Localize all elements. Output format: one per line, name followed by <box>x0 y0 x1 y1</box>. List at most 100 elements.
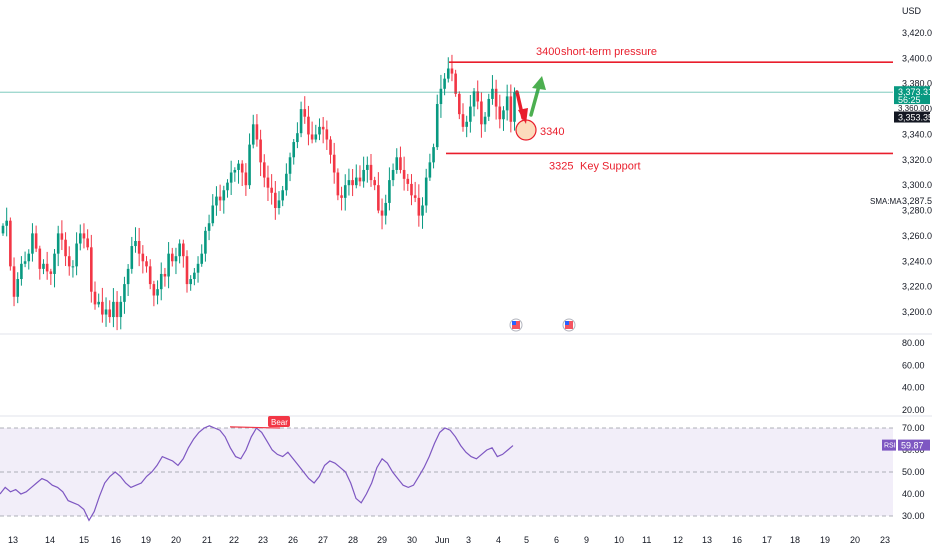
rsi-tick-label: 30.00 <box>902 511 925 521</box>
x-tick-label: 9 <box>584 535 589 545</box>
candle-body <box>285 173 288 191</box>
candle-body <box>104 309 108 315</box>
empty-pane-tick-label: 20.00 <box>902 405 925 415</box>
candle-body <box>476 91 480 102</box>
candle-body <box>34 233 38 249</box>
candle-body <box>9 220 12 267</box>
candle-body <box>248 144 251 186</box>
candle-body <box>112 301 115 318</box>
candle-body <box>351 180 354 186</box>
candle-body <box>1 225 5 234</box>
candle-body <box>310 134 314 140</box>
candle-body <box>491 88 494 99</box>
candle-body <box>137 240 141 254</box>
candle-body <box>413 195 417 198</box>
rsi-tick-label: 70.00 <box>902 423 925 433</box>
price-tick-label: 3,420.00 <box>902 28 932 38</box>
mid-marker-tag <box>894 104 930 113</box>
candle-body <box>347 180 351 186</box>
candle-body <box>332 154 336 173</box>
mid-marker-label: 3,360.00 <box>898 104 930 113</box>
candle-body <box>446 68 450 79</box>
candle-body <box>428 162 432 178</box>
candle-body <box>200 253 204 264</box>
x-tick-label: 5 <box>524 535 529 545</box>
candle-body <box>78 233 82 244</box>
candle-body <box>435 104 439 148</box>
candle-body <box>343 185 347 198</box>
candle-body <box>513 92 516 122</box>
x-tick-label: 30 <box>407 535 417 545</box>
candle-body <box>358 177 362 182</box>
candle-body <box>123 284 126 302</box>
candle-body <box>454 73 457 94</box>
x-tick-label: 4 <box>496 535 501 545</box>
candle-body <box>421 205 424 216</box>
candle-body <box>281 190 284 201</box>
candle-body <box>134 240 137 247</box>
candle-body <box>56 233 60 254</box>
x-tick-label: 18 <box>790 535 800 545</box>
candle-body <box>226 182 229 191</box>
candle-body <box>325 129 329 140</box>
candle-body <box>336 172 340 196</box>
x-tick-label: 20 <box>171 535 181 545</box>
price-tick-label: 3,280.00 <box>902 206 932 216</box>
empty-pane-tick-label: 40.00 <box>902 383 925 393</box>
candle-body <box>64 239 67 257</box>
candle-body <box>303 109 307 117</box>
current-price-tag[interactable] <box>894 86 930 106</box>
event-flag-2[interactable] <box>562 318 576 332</box>
candle-body <box>443 78 446 89</box>
candle-body <box>167 253 170 277</box>
candle-body <box>487 98 491 117</box>
candle-body <box>483 116 487 125</box>
candle-body <box>71 266 75 268</box>
rsi-value-tag[interactable] <box>898 439 930 451</box>
candle-body <box>12 266 16 297</box>
rsi-value-label: 59.87 <box>901 441 924 451</box>
candle-body <box>27 253 31 262</box>
candle-body <box>406 178 410 184</box>
bear-label: Bear <box>271 418 288 427</box>
candle-body <box>395 157 399 170</box>
candle-body <box>314 134 318 140</box>
candle-body <box>193 272 196 280</box>
candle-body <box>329 139 332 155</box>
candle-body <box>178 243 181 257</box>
candle-body <box>270 187 273 193</box>
x-tick-label: 3 <box>466 535 471 545</box>
candle-body <box>174 256 178 262</box>
rsi-pane <box>0 427 893 517</box>
low-marker-tag[interactable] <box>894 111 930 123</box>
down-arrow-head-icon <box>518 108 528 124</box>
x-axis[interactable]: 13 14 15 16 19 20 21 22 23 26 27 28 29 30 Jun 3 4 5 6 9 10 11… <box>8 535 890 545</box>
candle-body <box>472 91 476 107</box>
candle-body <box>148 266 152 285</box>
candle-body <box>108 309 112 318</box>
price-tick-label: 3,400.00 <box>902 53 932 63</box>
up-arrow-icon <box>529 84 541 117</box>
candle-body <box>380 210 384 216</box>
candle-body <box>384 202 388 216</box>
candle-body <box>450 68 454 74</box>
candle-body <box>93 291 97 305</box>
x-tick-label: 20 <box>850 535 860 545</box>
rsi-tick-label: 50.00 <box>902 467 925 477</box>
candle-body <box>196 263 200 273</box>
candle-body <box>424 177 428 206</box>
candle-body <box>145 261 148 267</box>
rsi-indicator-tag[interactable] <box>882 439 896 451</box>
countdown-label: 56:25 <box>898 95 921 105</box>
x-tick-label: 11 <box>642 535 651 545</box>
x-tick-label: 19 <box>141 535 151 545</box>
x-tick-label: 21 <box>202 535 212 545</box>
sma-tag: SMA:MA <box>870 197 902 206</box>
candle-body <box>299 109 303 134</box>
event-flag-1[interactable] <box>509 318 523 332</box>
price-tick-label: 3,260.00 <box>902 231 932 241</box>
candle-body <box>233 169 237 173</box>
bear-badge[interactable] <box>268 416 290 427</box>
candle-body <box>377 185 380 211</box>
